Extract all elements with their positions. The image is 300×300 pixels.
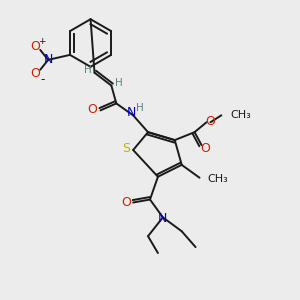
Text: O: O <box>30 40 40 53</box>
Text: O: O <box>30 67 40 80</box>
Text: H: H <box>84 65 92 75</box>
Text: N: N <box>127 106 136 119</box>
Text: O: O <box>200 142 210 154</box>
Text: O: O <box>121 196 131 209</box>
Text: CH₃: CH₃ <box>208 174 228 184</box>
Text: S: S <box>122 142 130 154</box>
Text: H: H <box>136 103 144 113</box>
Text: H: H <box>116 78 123 88</box>
Text: O: O <box>88 103 98 116</box>
Text: N: N <box>44 53 53 66</box>
Text: -: - <box>40 73 44 86</box>
Text: CH₃: CH₃ <box>230 110 251 120</box>
Text: +: + <box>38 37 46 46</box>
Text: N: N <box>158 212 168 225</box>
Text: O: O <box>206 115 215 128</box>
